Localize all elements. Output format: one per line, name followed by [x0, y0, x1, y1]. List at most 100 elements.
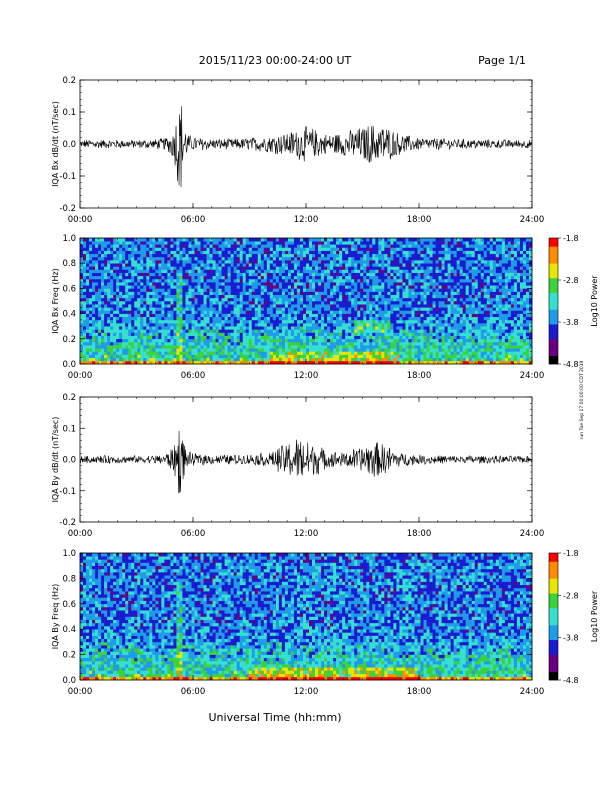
heatmap-cell [173, 294, 177, 299]
heatmap-cell [137, 338, 141, 343]
heatmap-cell [107, 360, 111, 365]
heatmap-cell [441, 329, 445, 333]
x-tick-label: 00:00 [68, 215, 93, 225]
heatmap-cell [278, 351, 283, 355]
heatmap-cell [327, 323, 331, 327]
heatmap-cell [80, 263, 84, 267]
heatmap-cell [107, 241, 111, 245]
heatmap-cell [423, 288, 427, 292]
heatmap-cell [137, 348, 141, 352]
heatmap-cell [306, 313, 310, 318]
heatmap-cell [381, 313, 385, 318]
heatmap-cell [299, 345, 304, 349]
heatmap-cell [293, 275, 298, 280]
heatmap-cell [221, 253, 225, 258]
heatmap-cell [176, 357, 180, 362]
heatmap-cell [357, 348, 361, 352]
heatmap-cell [242, 256, 247, 261]
heatmap-cell [230, 294, 234, 299]
heatmap-cell [86, 307, 90, 311]
heatmap-cell [287, 288, 292, 292]
heatmap-cell [414, 332, 418, 336]
heatmap-cell [348, 335, 352, 340]
heatmap-cell [441, 282, 445, 286]
heatmap-cell [417, 329, 421, 333]
heatmap-cell [131, 332, 135, 336]
heatmap-cell [188, 345, 192, 349]
heatmap-cell [390, 341, 394, 346]
heatmap-cell [200, 238, 204, 242]
heatmap-cell [366, 326, 370, 330]
heatmap-cell [444, 310, 448, 314]
heatmap-cell [275, 348, 280, 352]
heatmap-cell [324, 360, 328, 365]
heatmap-cell [408, 275, 412, 280]
heatmap-cell [257, 272, 262, 277]
heatmap-cell [254, 348, 259, 352]
heatmap-cell [86, 263, 90, 267]
heatmap-cell [408, 304, 412, 308]
heatmap-cell [257, 291, 262, 295]
heatmap-cell [290, 278, 295, 283]
heatmap-cell [149, 338, 153, 343]
heatmap-cell [134, 354, 138, 358]
heatmap-cell [360, 338, 364, 343]
heatmap-cell [266, 269, 271, 273]
heatmap-cell [426, 338, 430, 343]
heatmap-cell [146, 294, 150, 299]
heatmap-cell [227, 256, 231, 261]
heatmap-cell [378, 304, 382, 308]
heatmap-cell [164, 282, 168, 286]
heatmap-cell [281, 294, 286, 299]
heatmap-cell [188, 338, 192, 343]
heatmap-cell [119, 304, 123, 308]
heatmap-cell [360, 341, 364, 346]
heatmap-cell [293, 307, 298, 311]
heatmap-cell [315, 348, 319, 352]
heatmap-cell [83, 335, 87, 340]
heatmap-cell [143, 304, 147, 308]
heatmap-cell [191, 247, 195, 251]
heatmap-cell [110, 301, 114, 305]
heatmap-cell [372, 282, 376, 286]
heatmap-cell [302, 297, 307, 302]
heatmap-cell [170, 348, 174, 352]
heatmap-cell [89, 256, 93, 261]
heatmap-cell [134, 238, 138, 242]
heatmap-cell [230, 307, 234, 311]
heatmap-cell [390, 301, 394, 305]
heatmap-cell [200, 354, 204, 358]
heatmap-cell [182, 241, 186, 245]
heatmap-cell [354, 319, 358, 324]
y-tick-label: -0.1 [59, 172, 76, 182]
heatmap-cell [212, 357, 216, 362]
heatmap-cell [224, 250, 228, 255]
heatmap-cell [221, 351, 225, 355]
heatmap-cell [197, 297, 201, 302]
heatmap-cell [402, 335, 406, 340]
heatmap-cell [224, 241, 228, 245]
heatmap-cell [393, 278, 397, 283]
heatmap-cell [423, 351, 427, 355]
heatmap-cell [315, 332, 319, 336]
heatmap-cell [248, 244, 253, 248]
heatmap-cell [315, 313, 319, 318]
heatmap-cell [309, 294, 313, 299]
heatmap-cell [125, 357, 129, 362]
heatmap-cell [221, 241, 225, 245]
heatmap-cell [83, 301, 87, 305]
heatmap-cell [197, 319, 201, 324]
heatmap-cell [272, 266, 277, 270]
heatmap-cell [245, 272, 250, 277]
heatmap-cell [197, 247, 201, 251]
heatmap-cell [188, 250, 192, 255]
heatmap-cell [116, 329, 120, 333]
heatmap-cell [378, 345, 382, 349]
heatmap-cell [369, 253, 373, 258]
heatmap-cell [351, 323, 355, 327]
heatmap-cell [420, 323, 424, 327]
heatmap-cell [417, 351, 421, 355]
heatmap-cell [287, 310, 292, 314]
heatmap-cell [176, 323, 180, 327]
heatmap-cell [110, 238, 114, 242]
